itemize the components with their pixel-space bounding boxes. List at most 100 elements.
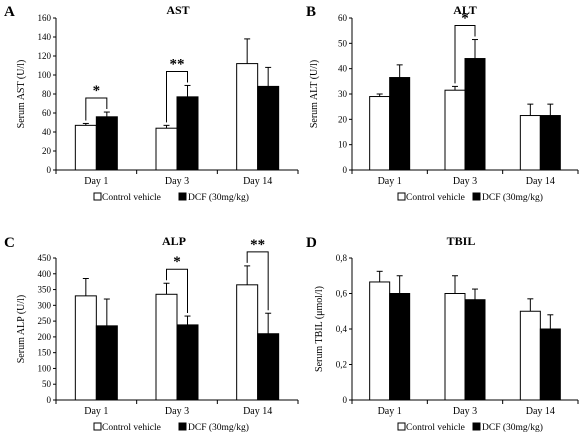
legend-label-dcf: DCF (30mg/kg) <box>188 192 249 203</box>
x-tick-label: Day 1 <box>84 176 108 187</box>
bar-control <box>236 284 259 401</box>
x-tick-label: Day 3 <box>165 176 189 187</box>
legend: Control vehicle DCF (30mg/kg) <box>93 192 249 203</box>
bar-dcf <box>257 333 280 401</box>
legend: Control vehicle DCF (30mg/kg) <box>397 422 543 433</box>
legend-label-dcf: DCF (30mg/kg) <box>482 422 543 433</box>
x-tick-label: Day 1 <box>378 176 402 187</box>
panel-title: AST <box>166 3 189 17</box>
significance-bracket <box>85 97 108 121</box>
y-tick-label: 30 <box>338 89 348 99</box>
y-tick-label: 0 <box>47 395 52 405</box>
panel-letter: B <box>306 4 316 20</box>
x-tick-label: Day 3 <box>453 406 477 417</box>
legend-swatch-dcf <box>178 192 187 201</box>
plot-area: 0 0,2 0,4 0,6 0,8 Day 1 Day 3 Day 14 <box>336 253 579 417</box>
y-tick-label: 300 <box>38 300 52 310</box>
bar-dcf <box>539 328 561 401</box>
y-tick-label: 160 <box>38 13 52 23</box>
y-axis-label: Serum TBIL (μmol/l) <box>314 286 325 372</box>
legend-swatch-dcf <box>472 192 481 201</box>
bar-control <box>369 281 391 401</box>
x-tick-label: Day 1 <box>84 406 108 417</box>
y-tick-label: 10 <box>338 140 348 150</box>
panel-letter: A <box>4 4 15 20</box>
y-tick-label: 0 <box>343 165 348 175</box>
y-tick-label: 400 <box>38 269 52 279</box>
x-tick-label: Day 1 <box>378 406 402 417</box>
y-tick-label: 0,8 <box>336 253 348 263</box>
y-tick-label: 100 <box>38 70 52 80</box>
y-tick-label: 350 <box>38 285 52 295</box>
bar-dcf <box>176 324 199 401</box>
significance-bracket <box>246 251 269 311</box>
bar-dcf <box>257 85 280 171</box>
x-tick-label: Day 3 <box>165 406 189 417</box>
y-tick-label: 140 <box>38 32 52 42</box>
bar-control <box>444 89 466 171</box>
panel-ast: A AST Serum AST (U/l) 0 20 40 60 80 100 120 140… <box>4 3 299 203</box>
y-tick-label: 120 <box>38 51 52 61</box>
bar-control <box>369 96 391 171</box>
significance-label: * <box>461 11 469 27</box>
legend-label-control: Control vehicle <box>102 193 161 203</box>
legend-label-dcf: DCF (30mg/kg) <box>188 422 249 433</box>
y-tick-label: 150 <box>38 348 52 358</box>
bar-dcf <box>464 299 486 401</box>
legend-swatch-dcf <box>178 422 187 431</box>
y-tick-label: 40 <box>42 127 52 137</box>
bar-control <box>519 115 541 171</box>
y-tick-label: 200 <box>38 332 52 342</box>
legend: Control vehicle DCF (30mg/kg) <box>93 422 249 433</box>
y-tick-label: 50 <box>338 38 348 48</box>
legend-swatch-control <box>397 422 406 431</box>
panel-alt: B ALT Serum ALT (U/l) 0 10 20 30 40 50 60 Day 1… <box>306 3 579 203</box>
legend-label-control: Control vehicle <box>406 423 465 433</box>
y-axis-label: Serum AST (U/l) <box>16 60 27 129</box>
y-tick-label: 80 <box>42 89 52 99</box>
y-tick-label: 40 <box>338 64 348 74</box>
legend-swatch-control <box>93 422 102 431</box>
bar-dcf <box>539 115 561 171</box>
legend: Control vehicle DCF (30mg/kg) <box>397 192 543 203</box>
bar-control <box>519 310 541 401</box>
bar-dcf <box>464 58 486 171</box>
y-tick-label: 20 <box>42 146 52 156</box>
bar-dcf <box>389 77 411 171</box>
y-axis-label: Serum ALT (U/l) <box>309 60 320 128</box>
panel-alp: C ALP Serum ALP (U/l) 0 50 100 150 200 250 300… <box>4 234 299 433</box>
x-tick-label: Day 14 <box>243 176 272 187</box>
y-tick-label: 0 <box>47 165 52 175</box>
panel-title: ALT <box>453 3 477 17</box>
y-tick-label: 60 <box>42 108 52 118</box>
bar-dcf <box>176 96 199 171</box>
panel-tbil: D TBIL Serum TBIL (μmol/l) 0 0,2 0,4 0,6 0,8… <box>306 234 579 433</box>
panel-title: ALP <box>162 234 186 248</box>
bar-dcf <box>389 293 411 401</box>
y-tick-label: 0,4 <box>336 324 348 334</box>
legend-label-control: Control vehicle <box>406 193 465 203</box>
significance-bracket <box>166 70 188 123</box>
bar-control <box>155 127 178 171</box>
x-tick-label: Day 3 <box>453 176 477 187</box>
y-tick-label: 50 <box>42 379 52 389</box>
legend-swatch-control <box>397 192 406 201</box>
bar-control <box>444 293 466 401</box>
bar-control <box>74 295 97 401</box>
significance-label: ** <box>170 56 185 72</box>
bar-control <box>155 293 178 401</box>
bar-control <box>74 124 97 171</box>
significance-label: ** <box>250 237 265 253</box>
legend-label-control: Control vehicle <box>102 423 161 433</box>
x-tick-label: Day 14 <box>526 176 555 187</box>
x-tick-label: Day 14 <box>526 406 555 417</box>
significance-label: * <box>173 254 181 270</box>
panel-letter: C <box>4 235 15 251</box>
plot-area: 0 10 20 30 40 50 60 Day 1 Day 3 Day 14 * <box>338 11 579 187</box>
y-axis-label: Serum ALP (U/l) <box>16 295 27 364</box>
x-tick-label: Day 14 <box>243 406 272 417</box>
y-tick-label: 0,2 <box>336 360 347 370</box>
significance-bracket <box>454 25 476 84</box>
y-tick-label: 250 <box>38 316 52 326</box>
